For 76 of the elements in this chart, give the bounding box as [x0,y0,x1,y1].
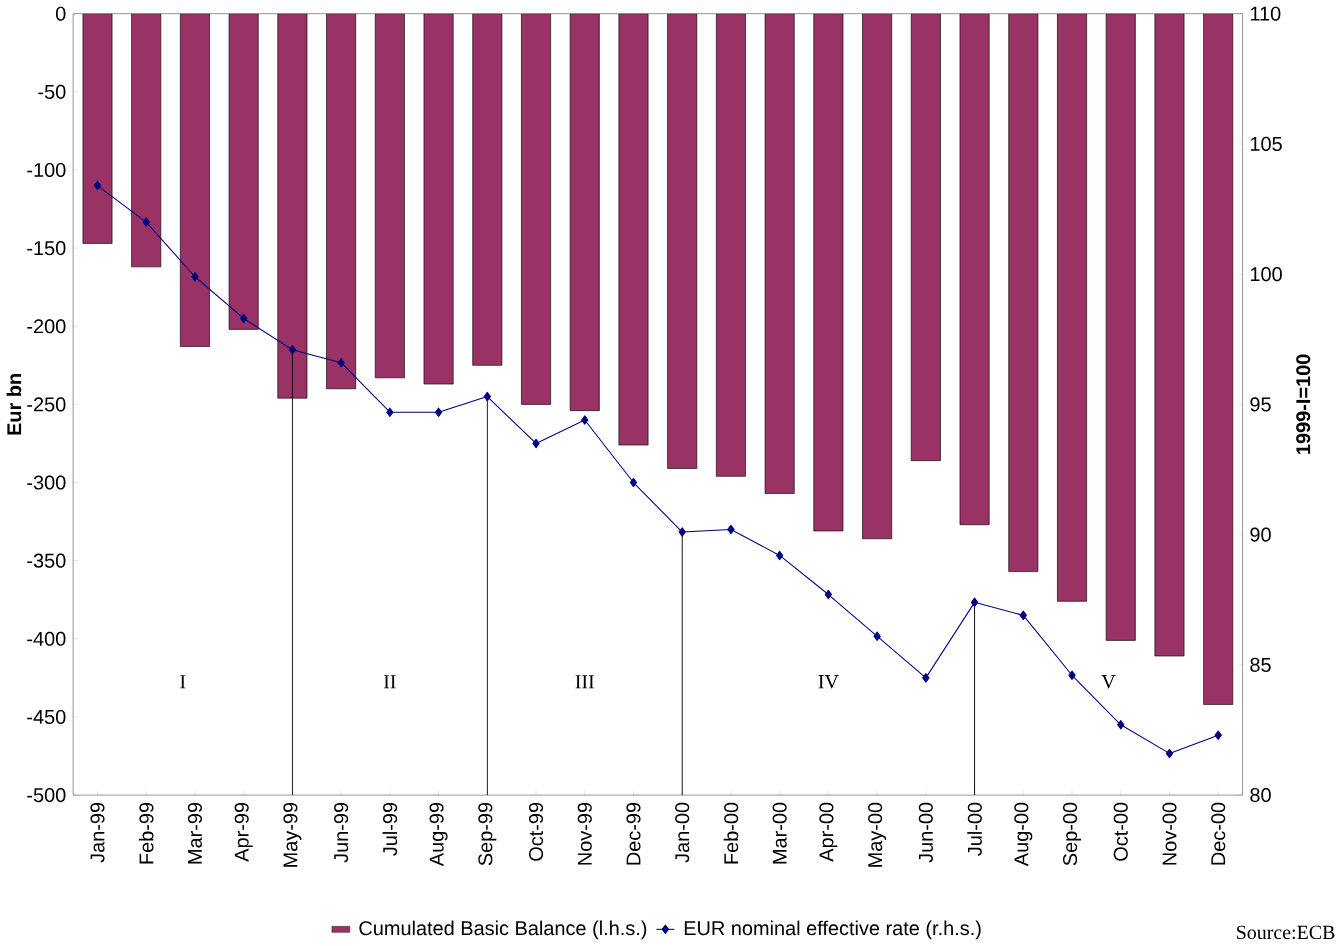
y2-tick-label: 110 [1250,6,1281,21]
point [824,589,833,600]
x-tick-label: Aug-99 [429,802,448,867]
point [337,358,345,368]
point [239,313,248,324]
point [532,438,540,449]
y2-tick-label: 85 [1250,657,1271,672]
point [873,631,881,642]
y-tick-label: -200 [27,319,66,334]
x-tick-label: May-00 [868,802,887,867]
x-tick-label: Jan-99 [90,802,105,863]
point [142,217,150,227]
x-tick-label: Jun-99 [334,802,349,863]
legend-label: Cumulated Basic Balance (l.h.s.) [359,920,647,940]
point [386,407,394,418]
y-tick-label: -300 [27,475,66,490]
point [629,477,638,488]
y-tick-label: -500 [27,788,66,803]
point [434,407,443,418]
y2-tick-label: 90 [1250,527,1271,542]
x-tick-label: Jul-99 [382,802,398,856]
point [678,527,686,537]
x-tick-label: Apr-99 [234,802,253,862]
point [1068,670,1076,681]
x-tick-label: Sep-00 [1063,802,1082,866]
y-tick-label: -450 [27,709,66,725]
legend-label: EUR nominal effective rate (r.h.s.) [684,920,981,940]
y-tick-label: -250 [27,397,66,412]
x-tick-label: Jul-00 [967,802,982,856]
x-tick-label: Sep-99 [478,802,497,866]
point [727,524,735,535]
point [1019,610,1027,621]
y-tick-label: -350 [27,553,66,568]
y-tick-label: -50 [38,84,66,99]
annotation: V [1101,675,1116,689]
x-tick-label: Dec-00 [1211,802,1226,865]
annotation: II [383,675,396,689]
x-tick-label: Nov-00 [1162,802,1177,865]
point [922,673,930,683]
point [191,272,199,282]
source-note: Source:ECB [1237,925,1335,940]
point [1214,730,1222,740]
point [970,597,979,608]
point [93,180,102,191]
x-tick-label: Jan-00 [675,802,690,863]
y2-tick-label: 105 [1250,136,1282,152]
y-tick-label: -150 [27,241,66,256]
y-axis-title: Eur bn [6,374,22,435]
y-tick-label: 0 [55,6,66,21]
y-tick-label: -400 [27,631,66,646]
x-tick-label: Jun-00 [918,802,933,863]
y2-tick-label: 80 [1250,788,1271,803]
y2-tick-label: 95 [1250,397,1271,412]
point [581,415,589,425]
point [775,550,784,561]
x-tick-label: Feb-99 [138,802,154,864]
point [1165,748,1174,759]
x-tick-label: Aug-00 [1014,802,1033,867]
annotation: III [575,675,595,689]
point [1117,720,1125,730]
x-tick-label: Mar-00 [772,802,787,864]
annotation: I [180,675,186,689]
point [288,345,297,355]
x-tick-label: Nov-99 [577,802,592,865]
x-tick-label: Feb-00 [723,802,739,864]
y-tick-label: -100 [27,162,66,178]
point [483,391,491,402]
annotation: IV [818,675,839,689]
x-tick-label: Dec-99 [626,802,641,865]
x-tick-label: Oct-99 [528,802,544,861]
x-tick-label: May-99 [283,802,302,867]
y2-axis-title: 1999-I=100 [1296,354,1311,454]
x-tick-label: Apr-00 [819,802,838,862]
y2-tick-label: 100 [1250,267,1282,282]
x-tick-label: Mar-99 [187,802,202,864]
x-tick-label: Oct-00 [1113,802,1128,861]
